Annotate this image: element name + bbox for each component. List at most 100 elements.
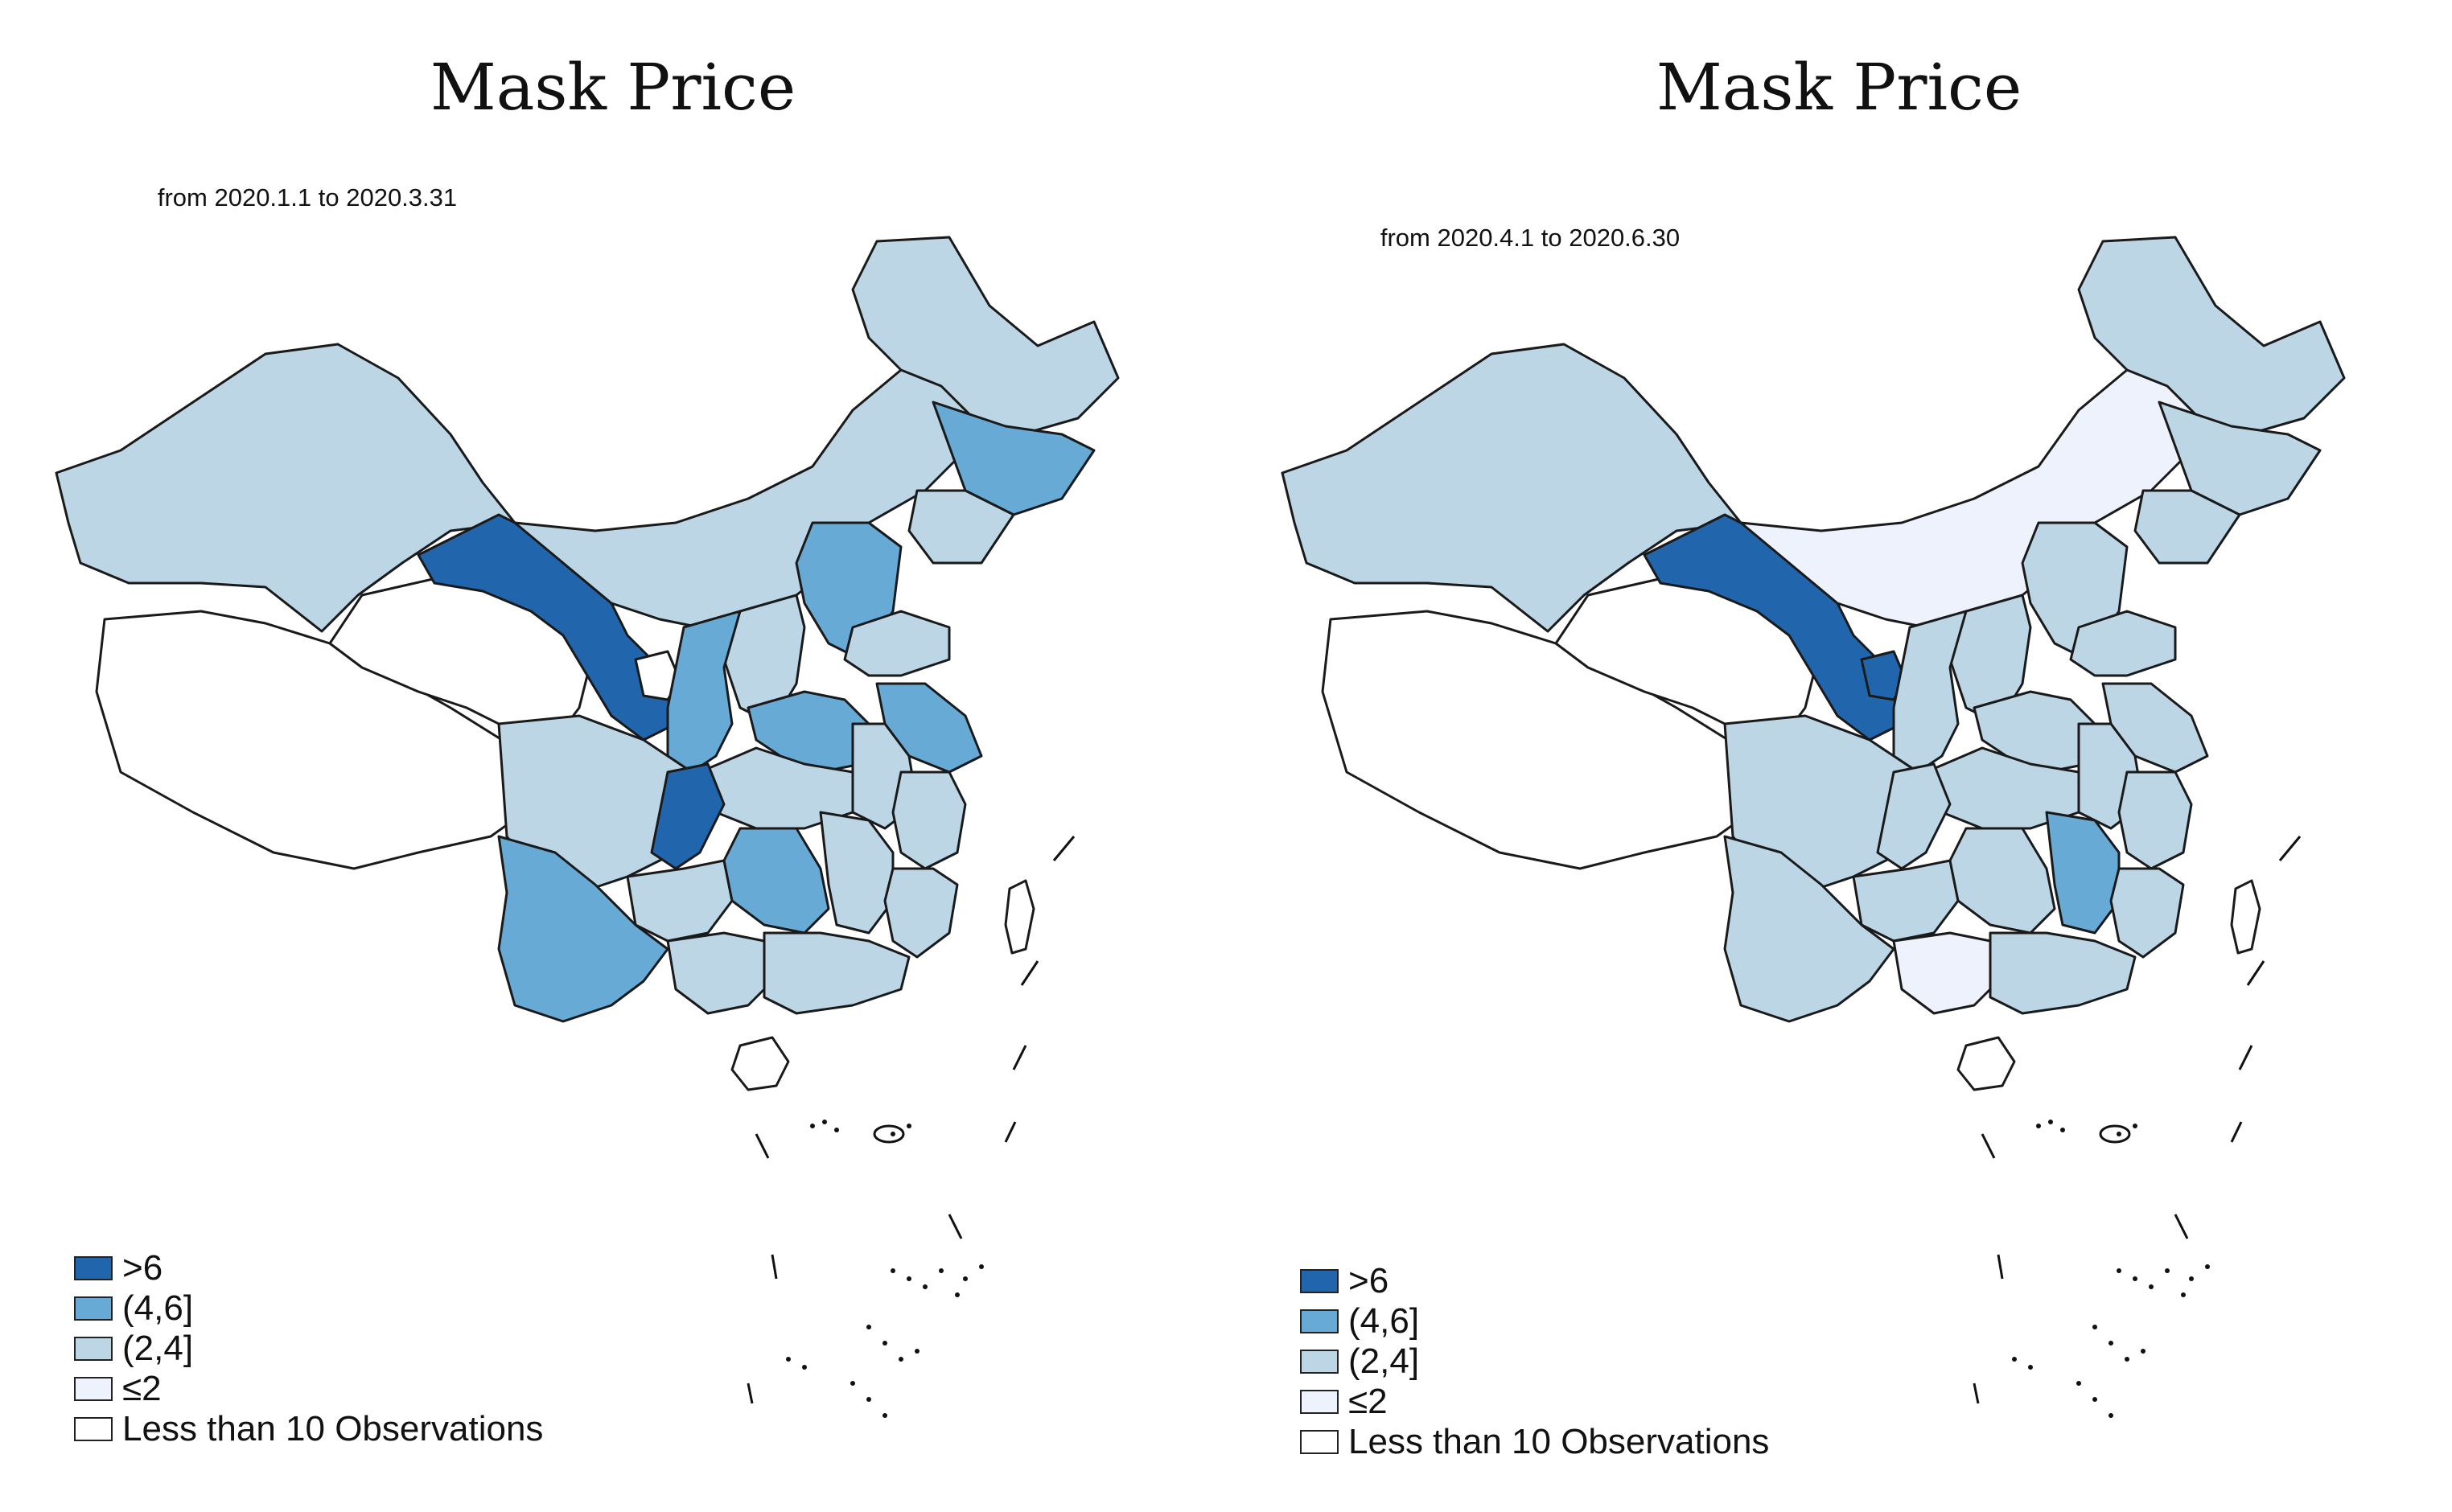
nine-dash-line <box>1973 1383 1980 1404</box>
nine-dash-line <box>1981 1133 1996 1159</box>
province-fujian <box>883 867 959 959</box>
legend-label: ≤2 <box>122 1369 162 1408</box>
legend-label: (4,6] <box>1348 1301 1420 1341</box>
legend-swatch <box>1300 1430 1339 1454</box>
province-shaanxi <box>1892 610 1968 774</box>
island-dot <box>2060 1128 2065 1132</box>
legend-label: ≤2 <box>1348 1382 1388 1421</box>
island-dot <box>850 1381 855 1386</box>
legend-swatch <box>74 1296 113 1321</box>
island-dot <box>834 1128 839 1132</box>
nine-dash-line <box>2246 960 2265 986</box>
province-xinjiang <box>1281 343 1742 633</box>
nine-dash-line <box>2174 1214 2189 1239</box>
province-shandong <box>2069 610 2177 677</box>
province-shandong <box>843 610 951 677</box>
map-legend: >6 (4,6] (2,4] ≤2 Less than 10 Observations <box>1300 1261 1769 1462</box>
province-taiwan <box>1004 879 1035 955</box>
island-dot <box>2036 1124 2041 1128</box>
legend-swatch <box>74 1337 113 1361</box>
island-dot <box>923 1284 928 1289</box>
island-dot <box>786 1357 791 1362</box>
island-dot <box>2205 1264 2210 1269</box>
map-panel-q2: Mask Price from 2020.4.1 to 2020.6.30 >6… <box>1226 0 2452 1512</box>
nine-dash-line <box>771 1254 778 1280</box>
province-jiangxi <box>2045 811 2121 935</box>
province-hunan <box>1948 827 2056 935</box>
island-dot <box>2181 1292 2186 1297</box>
province-hunan <box>722 827 830 935</box>
panel-subtitle: from 2020.1.1 to 2020.3.31 <box>157 183 458 212</box>
province-guangdong <box>763 931 911 1015</box>
legend-swatch <box>74 1417 113 1441</box>
legend-item-gt6: >6 <box>74 1248 543 1288</box>
province-hubei <box>1924 746 2080 830</box>
island-dot <box>2108 1413 2113 1418</box>
province-zhejiang <box>2117 770 2193 870</box>
nine-dash-line <box>1012 1045 1027 1070</box>
province-taiwan <box>2230 879 2261 955</box>
map-panel-q1: Mask Price from 2020.1.1 to 2020.3.31 >6… <box>55 50 1120 1449</box>
legend-label: (2,4] <box>1348 1341 1420 1381</box>
nine-dash-line <box>1020 960 1039 986</box>
island-dot <box>822 1120 827 1124</box>
legend-item-few: Less than 10 Observations <box>74 1409 543 1449</box>
legend-swatch <box>1300 1390 1339 1414</box>
nine-dash-line <box>755 1133 770 1159</box>
province-hainan <box>730 1036 790 1091</box>
legend-item-4to6: (4,6] <box>1300 1301 1769 1341</box>
island-dot <box>2012 1357 2017 1362</box>
legend-label: (2,4] <box>122 1329 194 1368</box>
legend-item-le2: ≤2 <box>74 1369 543 1409</box>
island-dot <box>891 1268 895 1273</box>
island-dot <box>810 1124 815 1128</box>
nine-dash-line <box>1052 836 1076 861</box>
nine-dash-line <box>2278 836 2302 861</box>
island-outline <box>873 1124 905 1144</box>
legend-swatch <box>74 1377 113 1401</box>
province-yunnan <box>497 835 669 1023</box>
island-dot <box>907 1124 911 1128</box>
island-dot <box>979 1264 984 1269</box>
island-dot <box>2108 1341 2113 1346</box>
island-dot <box>2028 1365 2033 1370</box>
island-dot <box>899 1357 903 1362</box>
panel-title: Mask Price <box>430 50 796 125</box>
province-zhejiang <box>891 770 967 870</box>
province-xinjiang <box>55 343 516 633</box>
island-dot <box>915 1349 920 1354</box>
province-jiangxi <box>819 811 895 935</box>
island-outline <box>2099 1124 2131 1144</box>
nine-dash-line <box>747 1383 754 1404</box>
legend-label: Less than 10 Observations <box>1348 1422 1770 1461</box>
legend-item-2to4: (2,4] <box>1300 1341 1769 1382</box>
province-guangxi <box>1892 931 2000 1015</box>
province-chongqing <box>1876 762 1952 870</box>
legend-item-2to4: (2,4] <box>74 1329 543 1369</box>
island-dot <box>2076 1381 2081 1386</box>
island-dot <box>963 1276 968 1281</box>
legend-label: >6 <box>1348 1261 1389 1300</box>
province-liaoning <box>2133 489 2241 565</box>
island-dot <box>891 1132 895 1136</box>
nine-dash-line <box>1004 1121 1017 1143</box>
province-shaanxi <box>666 610 742 774</box>
island-dot <box>2117 1132 2121 1136</box>
island-dot <box>907 1276 911 1281</box>
province-yunnan <box>1723 835 1895 1023</box>
legend-swatch <box>74 1256 113 1280</box>
island-dot <box>2133 1276 2137 1281</box>
island-dot <box>955 1292 960 1297</box>
island-dot <box>802 1365 807 1370</box>
province-liaoning <box>907 489 1015 565</box>
province-inner-mongolia <box>1739 336 2225 629</box>
province-guizhou <box>1852 859 1960 943</box>
island-dot <box>2092 1325 2097 1329</box>
island-dot <box>2141 1349 2146 1354</box>
legend-item-4to6: (4,6] <box>74 1288 543 1329</box>
nine-dash-line <box>2230 1121 2243 1143</box>
legend-label: >6 <box>122 1248 163 1288</box>
legend-swatch <box>1300 1350 1339 1374</box>
map-legend: >6 (4,6] (2,4] ≤2 Less than 10 Observations <box>74 1248 543 1449</box>
china-map <box>1281 236 2346 1418</box>
